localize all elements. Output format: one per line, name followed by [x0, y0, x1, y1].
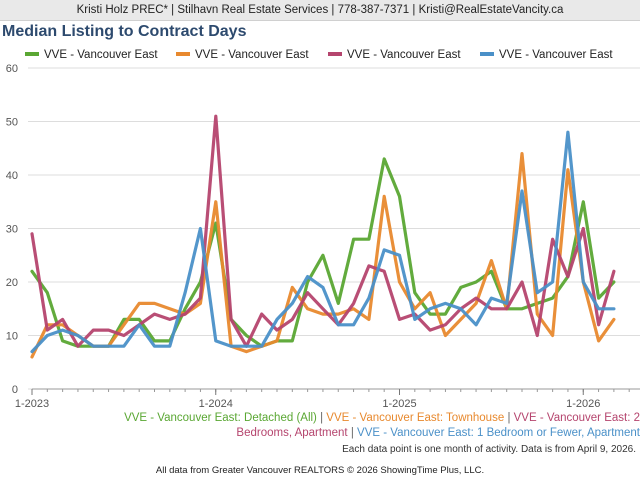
- header-contact-text: Kristi Holz PREC* | Stilhavn Real Estate…: [76, 4, 564, 16]
- legend-label-2: VVE - Vancouver East: [195, 49, 309, 61]
- legend-separator: |: [320, 412, 324, 424]
- x-tick-label: 1-2024: [199, 398, 233, 410]
- legend-detached-text: VVE - Vancouver East: Detached (All): [124, 412, 317, 424]
- legend-label-4: VVE - Vancouver East: [499, 49, 613, 61]
- y-tick-label: 60: [6, 63, 18, 75]
- chart-series: [30, 114, 616, 359]
- x-tick-label: 1-2025: [382, 398, 416, 410]
- y-tick-label: 50: [6, 117, 18, 129]
- series-line-3: [30, 114, 616, 348]
- x-tick-label: 1-2026: [566, 398, 600, 410]
- line-chart: 0 10 20 30 40 50 60 1-2023 1-2024 1-2025 1-2026 V…: [6, 49, 640, 410]
- x-tick-label: 1-2023: [15, 398, 49, 410]
- y-tick-label: 40: [6, 170, 18, 182]
- header-contact-bar: Kristi Holz PREC* | Stilhavn Real Estate…: [0, 0, 640, 21]
- legend-2bed-text-part1: VVE - Vancouver East: 2: [513, 412, 640, 424]
- legend-2bed-text-part2: Bedrooms, Apartment: [236, 427, 348, 439]
- data-note: Each data point is one month of activity…: [342, 444, 636, 455]
- series-line-2: [30, 152, 616, 359]
- y-tick-label: 20: [6, 277, 18, 289]
- x-axis-ticks: 1-2023 1-2024 1-2025 1-2026: [15, 389, 630, 410]
- legend-label-1: VVE - Vancouver East: [44, 49, 158, 61]
- bottom-legend: VVE - Vancouver East: Detached (All) | V…: [0, 411, 640, 441]
- legend-separator: |: [507, 412, 511, 424]
- chart-gridlines: [28, 67, 640, 390]
- legend-label-3: VVE - Vancouver East: [347, 49, 461, 61]
- chart-title: Median Listing to Contract Days: [2, 23, 247, 40]
- copyright-text: All data from Greater Vancouver REALTORS…: [155, 465, 485, 476]
- legend-separator: |: [350, 427, 354, 439]
- chart-legend: VVE - Vancouver East VVE - Vancouver East…: [25, 49, 613, 61]
- y-tick-label: 10: [6, 331, 18, 343]
- y-tick-label: 0: [12, 384, 18, 396]
- legend-1bed-text: VVE - Vancouver East: 1 Bedroom or Fewer…: [357, 427, 640, 439]
- legend-townhouse-text: VVE - Vancouver East: Townhouse: [326, 412, 505, 424]
- y-axis-ticks: 0 10 20 30 40 50 60: [6, 63, 18, 396]
- series-line-4: [30, 130, 616, 354]
- y-tick-label: 30: [6, 224, 18, 236]
